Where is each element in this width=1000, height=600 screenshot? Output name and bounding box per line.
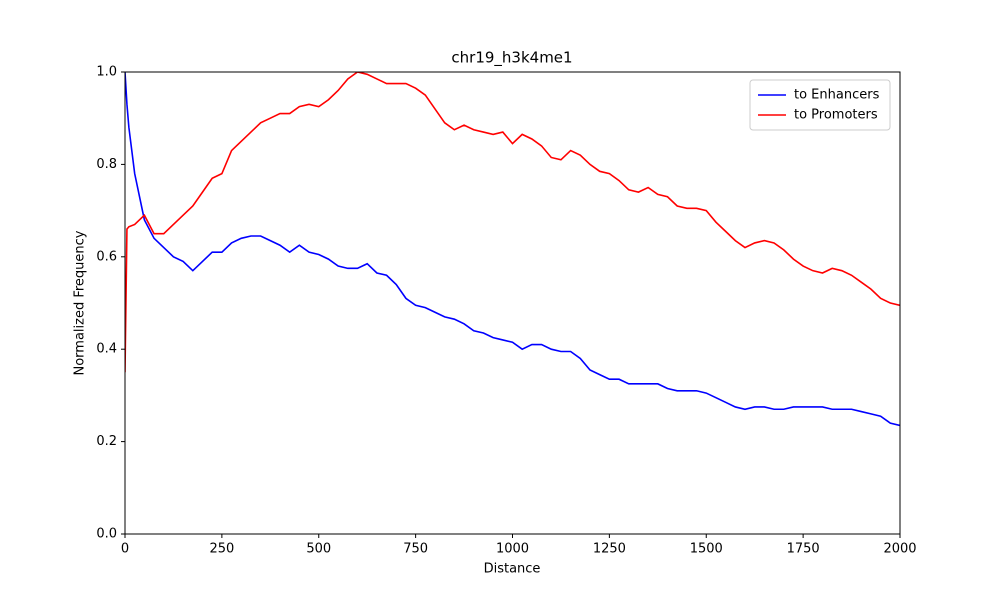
y-tick-label: 1.0 [96,65,117,80]
y-tick-label: 0.6 [96,249,117,264]
x-tick-label: 500 [306,542,331,557]
y-tick-label: 0.0 [96,527,117,542]
plot-frame [124,71,901,535]
x-tick-label: 0 [121,542,129,557]
line-series [125,72,900,427]
y-tick-label: 0.4 [96,342,117,357]
x-tick-label: 1250 [593,542,626,557]
legend-label: to Promoters [794,108,878,123]
x-axis-label: Distance [484,562,541,577]
x-tick-label: 2000 [883,542,916,557]
x-tick-label: 1750 [787,542,820,557]
x-tick-label: 750 [403,542,428,557]
line-series [125,72,900,373]
x-tick-label: 250 [209,542,234,557]
x-tick-label: 1000 [496,542,529,557]
chart-title: chr19_h3k4me1 [451,49,572,68]
x-tick-label: 1500 [690,542,723,557]
legend-label: to Enhancers [794,88,880,103]
legend-box [749,79,891,131]
y-tick-label: 0.8 [96,157,117,172]
y-tick-label: 0.2 [96,434,117,449]
y-axis-label: Normalized Frequency [73,230,88,375]
